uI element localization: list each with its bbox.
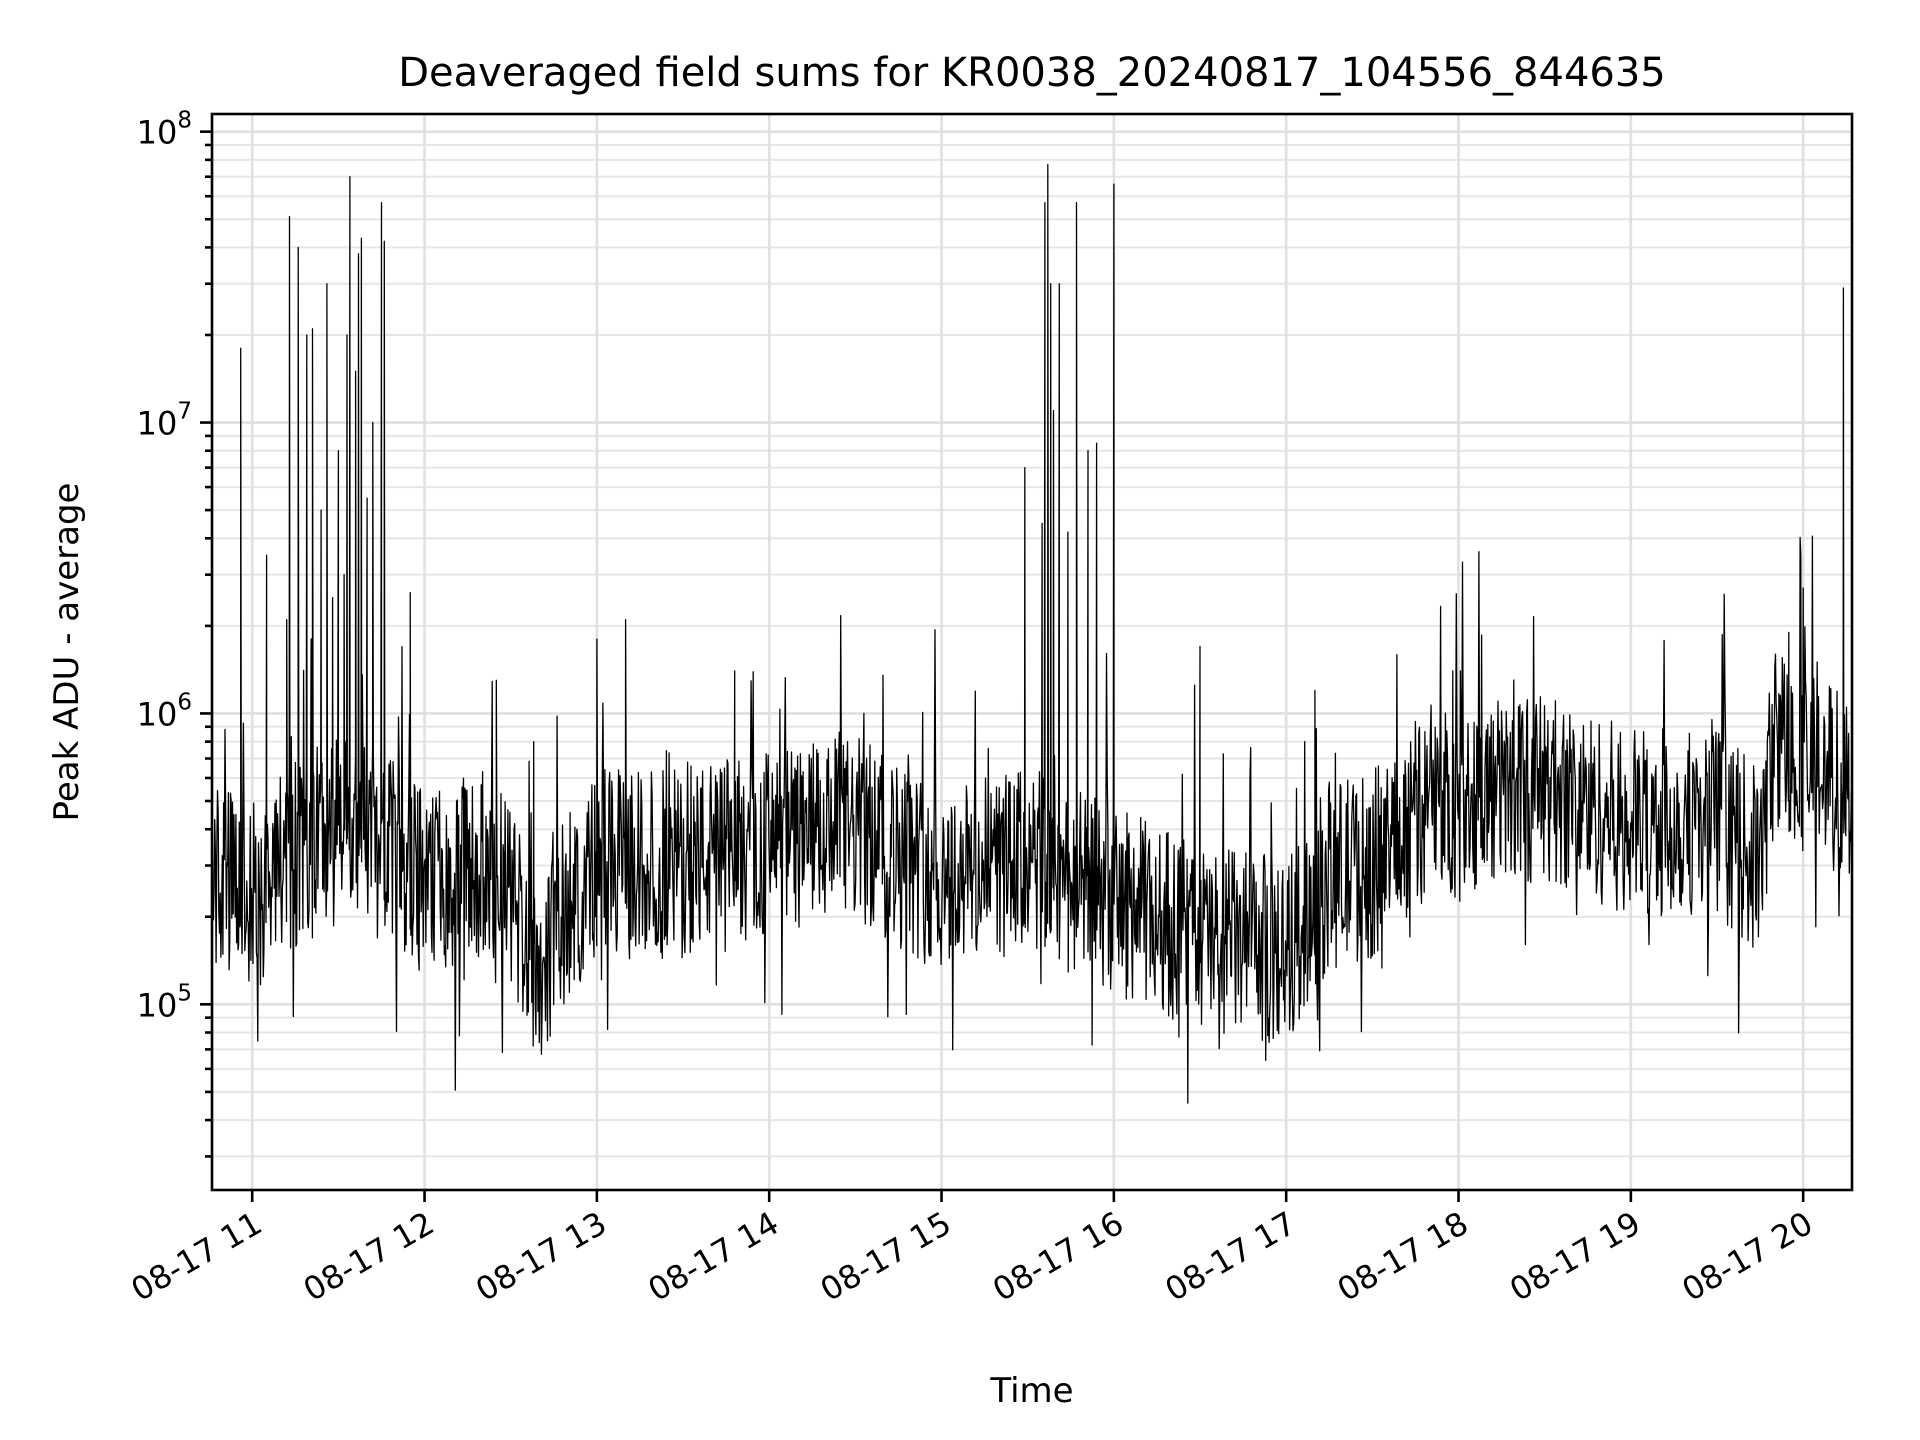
y-tick-exponent: 5 [177, 980, 192, 1006]
x-tick-label: 08-17 13 [469, 1204, 613, 1309]
x-tick-label: 08-17 12 [297, 1204, 441, 1309]
y-tick-label: 107 [137, 399, 192, 443]
plot-frame [210, 112, 1854, 1192]
x-tick-label: 08-17 19 [1503, 1204, 1647, 1309]
x-tick-label: 08-17 15 [814, 1204, 958, 1309]
series-line [211, 164, 1853, 1104]
y-axis-label: Peak ADU - average [47, 483, 87, 822]
x-tick-label: 08-17 11 [125, 1204, 269, 1309]
y-tick-base: 10 [137, 114, 178, 152]
x-tick-label: 08-17 20 [1676, 1204, 1820, 1309]
y-tick-label: 105 [137, 980, 192, 1024]
x-axis-label: Time [989, 1371, 1073, 1411]
y-tick-base: 10 [137, 405, 178, 443]
y-tick-exponent: 8 [177, 108, 192, 134]
chart-title: Deaveraged field sums for KR0038_2024081… [398, 50, 1666, 96]
y-tick-base: 10 [137, 986, 178, 1024]
y-tick-label: 108 [137, 108, 192, 152]
y-tick-exponent: 7 [177, 399, 192, 425]
x-tick-label: 08-17 17 [1159, 1204, 1303, 1309]
y-tick-base: 10 [137, 695, 178, 733]
series-path [211, 164, 1853, 1104]
x-tick-label: 08-17 16 [986, 1204, 1130, 1309]
x-tick-label: 08-17 14 [642, 1204, 786, 1309]
y-tick-label: 106 [137, 689, 192, 733]
y-tick-exponent: 6 [177, 689, 192, 715]
x-tick-label: 08-17 18 [1331, 1204, 1475, 1309]
grid [212, 114, 1852, 1190]
